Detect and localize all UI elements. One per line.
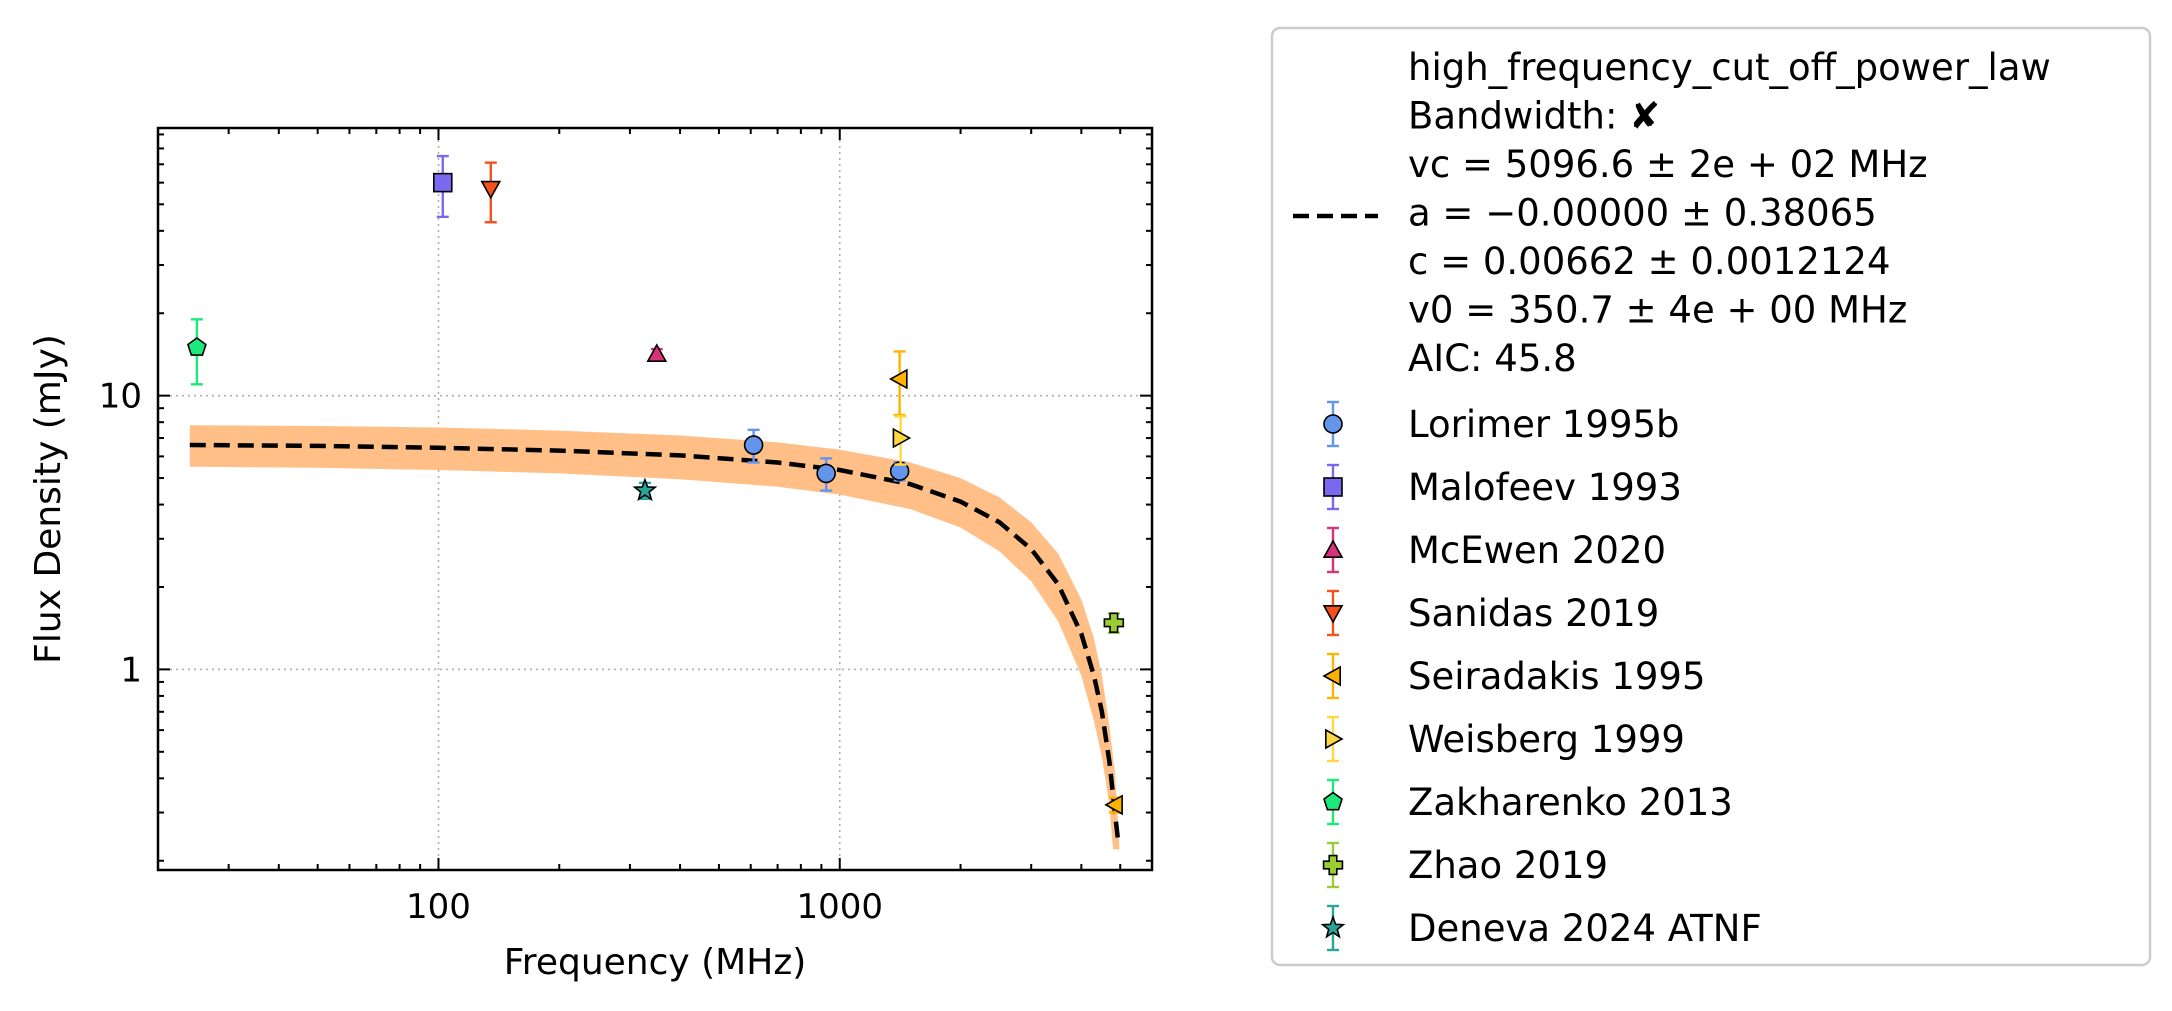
data-point [743,435,764,455]
legend-fit-label-line: high_frequency_cut_off_power_law [1408,46,2051,89]
legend-fit-label-line: a = −0.00000 ± 0.38065 [1408,192,1877,235]
legend-marker-swatch [1323,791,1343,811]
data-point [888,368,908,390]
data-points [186,154,1125,816]
data-point [1103,612,1125,634]
data-point [632,477,658,502]
fit-curve [189,442,1121,845]
legend-fit-label-line: c = 0.00662 ± 0.0012124 [1408,240,1890,283]
x-tick-label: 100 [406,887,471,927]
legend-entry-label: Seiradakis 1995 [1408,655,1705,698]
fit-line [189,442,1121,845]
data-point [480,180,502,200]
legend-entry-label: McEwen 2020 [1408,529,1666,572]
data-point [892,427,912,449]
x-axis-label: Frequency (MHz) [504,942,807,983]
y-tick-label: 10 [99,377,142,417]
data-point [1104,794,1123,816]
data-point [186,337,207,356]
legend-marker-swatch [1322,539,1344,559]
legend-entry-label: Deneva 2024 ATNF [1408,907,1762,950]
axis-ticks: 100 1000 1 10 [99,128,1153,927]
legend-fit-label-line: Bandwidth: ✘ [1408,95,1660,138]
y-tick-label: 1 [120,650,142,690]
data-point [432,172,453,193]
grid-lines [158,128,1152,870]
data-point [816,463,836,484]
legend-marker-swatch [1323,414,1343,434]
legend-marker-swatch [1323,477,1343,497]
legend-marker-swatch [1320,914,1346,939]
legend-entry-label: Lorimer 1995b [1408,403,1680,446]
legend: high_frequency_cut_off_power_law Bandwidt… [1270,26,2152,967]
legend-entry-label: Zhao 2019 [1408,844,1608,887]
legend-entry-label: Sanidas 2019 [1408,592,1659,635]
legend-marker-swatch [1322,854,1344,876]
legend-entry-label: Zakharenko 2013 [1408,781,1733,824]
legend-fit-label-line: AIC: 45.8 [1408,337,1577,380]
legend-marker-swatch [1325,728,1344,750]
legend-marker-swatch [1322,604,1344,624]
legend-fit-label-line: v0 = 350.7 ± 4e + 00 MHz [1408,289,1907,332]
legend-entry-label: Malofeev 1993 [1408,466,1682,509]
data-point [646,343,668,362]
plot-area [158,128,1152,870]
plot-frame [156,126,1154,872]
y-axis-label: Flux Density (mJy) [28,334,69,664]
legend-fit-label-line: vc = 5096.6 ± 2e + 02 MHz [1408,143,1928,186]
legend-entry-label: Weisberg 1999 [1408,718,1685,761]
legend-box [1270,26,2152,967]
x-tick-label: 1000 [796,887,883,927]
legend-marker-swatch [1322,665,1341,687]
